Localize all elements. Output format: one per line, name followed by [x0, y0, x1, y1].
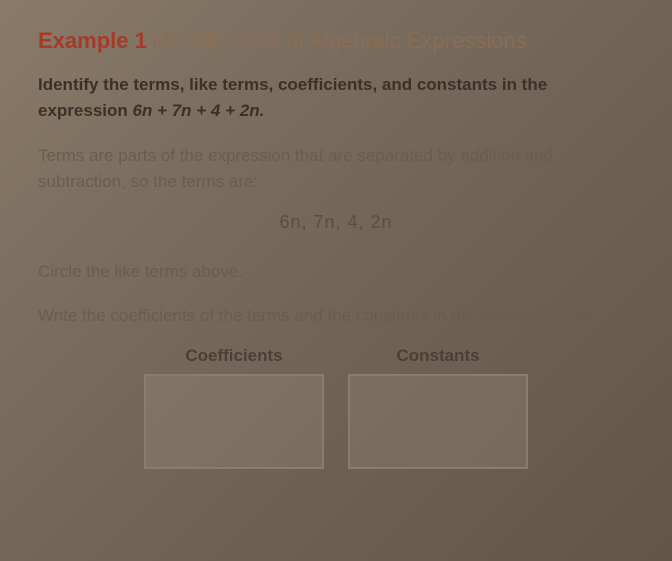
example-number: Example 1	[38, 28, 147, 53]
prompt-expression: 6n + 7n + 4 + 2n.	[133, 101, 265, 120]
instruction-write: Write the coefficients of the terms and …	[38, 303, 634, 329]
prompt-line2-prefix: expression	[38, 101, 133, 120]
explanation-p1: Terms are parts of the expression that a…	[38, 143, 634, 194]
constants-bin[interactable]	[348, 374, 528, 469]
example-title: Identify Parts of Algebraic Expressions	[151, 28, 526, 53]
instruction-circle: Circle the like terms above.	[38, 259, 634, 285]
constants-label: Constants	[396, 346, 479, 366]
example-header: Example 1 Identify Parts of Algebraic Ex…	[38, 28, 634, 54]
prompt-line1: Identify the terms, like terms, coeffici…	[38, 75, 547, 94]
coefficients-label: Coefficients	[185, 346, 282, 366]
terms-list: 6n, 7n, 4, 2n	[38, 212, 634, 233]
coefficients-bin[interactable]	[144, 374, 324, 469]
coefficients-bin-wrap: Coefficients	[144, 346, 324, 469]
prompt-text: Identify the terms, like terms, coeffici…	[38, 72, 634, 123]
bins-row: Coefficients Constants	[38, 346, 634, 469]
constants-bin-wrap: Constants	[348, 346, 528, 469]
